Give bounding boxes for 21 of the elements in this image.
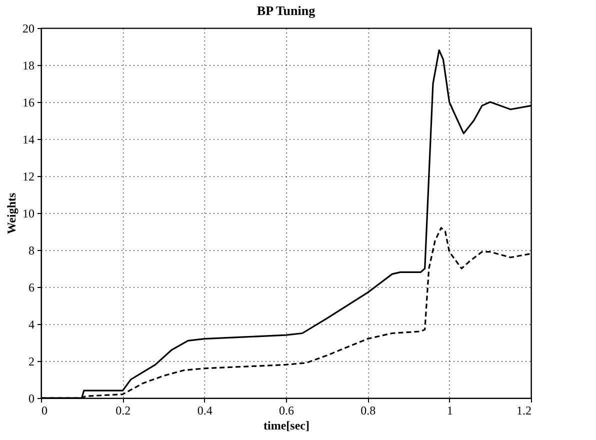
y-tick-label: 8: [28, 244, 34, 258]
x-tick-label: 0.6: [279, 404, 294, 418]
x-tick-label: 1: [446, 404, 453, 418]
x-tick-label: 0: [42, 404, 48, 418]
y-tick-label: 4: [28, 318, 34, 332]
y-tick-label: 6: [28, 280, 34, 294]
y-tick-label: 14: [22, 132, 34, 146]
y-tick-label: 10: [22, 206, 34, 220]
y-axis-title: Weights: [4, 192, 18, 234]
y-tick-label: 18: [22, 58, 34, 72]
x-tick-label: 0.2: [116, 404, 131, 418]
x-tick-label: 0.8: [360, 404, 376, 418]
y-tick-label: 20: [22, 22, 34, 36]
x-tick-label: 1.2: [516, 404, 532, 418]
chart-title: BP Tuning: [256, 3, 316, 18]
x-tick-label: 0.4: [197, 404, 212, 418]
y-tick-label: 2: [28, 354, 34, 368]
x-axis-title: time[sec]: [264, 418, 310, 432]
y-tick-label: 16: [22, 96, 34, 110]
y-tick-label: 12: [22, 170, 34, 184]
y-tick-label: 0: [28, 392, 34, 406]
